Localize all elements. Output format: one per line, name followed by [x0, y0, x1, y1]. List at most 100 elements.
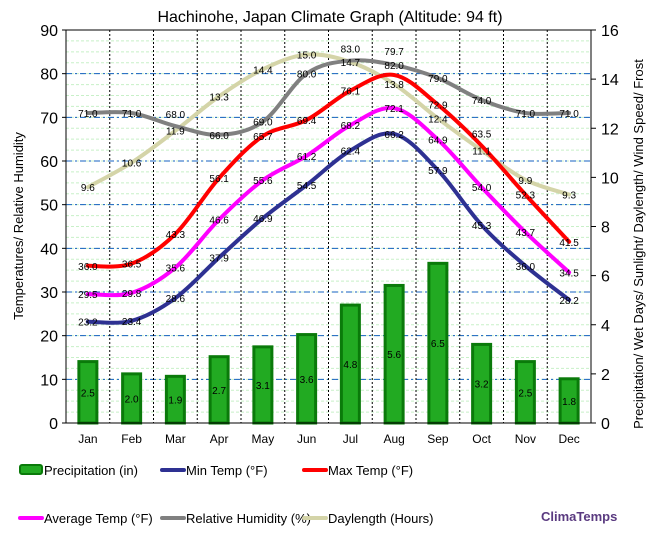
x-tick-label: Nov — [515, 432, 536, 446]
data-label: 36.0 — [516, 262, 536, 273]
left-tick-label: 40 — [40, 241, 58, 258]
series-line — [85, 58, 572, 137]
legend-label: Daylength (Hours) — [328, 511, 434, 526]
data-label: 11.1 — [472, 146, 491, 157]
right-tick-label: 4 — [601, 318, 610, 335]
x-tick-label: Dec — [558, 432, 579, 446]
data-label: 71.0 — [559, 109, 579, 120]
left-tick-label: 70 — [40, 110, 58, 127]
data-label: 54.5 — [297, 181, 317, 192]
data-label: 13.8 — [384, 80, 404, 91]
data-label: 82.0 — [384, 61, 404, 72]
data-label: 52.3 — [516, 191, 536, 202]
data-label: 57.9 — [428, 166, 448, 177]
data-label: 37.9 — [209, 254, 229, 265]
x-tick-label: Jul — [343, 432, 358, 446]
bar-label: 3.1 — [256, 381, 270, 392]
bar-label: 4.8 — [343, 360, 357, 371]
data-label: 71.0 — [78, 109, 98, 120]
data-label: 11.9 — [166, 127, 185, 138]
data-label: 46.6 — [209, 216, 229, 227]
data-label: 35.6 — [166, 264, 186, 275]
x-tick-label: Mar — [165, 432, 186, 446]
data-label: 64.9 — [428, 136, 448, 147]
bar-label: 3.6 — [300, 375, 314, 386]
data-label: 9.6 — [81, 183, 95, 194]
series-line — [85, 52, 572, 197]
left-tick-label: 30 — [40, 285, 58, 302]
data-label: 28.2 — [559, 296, 579, 307]
data-label: 62.4 — [341, 147, 361, 158]
data-label: 72.1 — [384, 104, 404, 115]
data-label: 29.5 — [78, 290, 98, 301]
x-tick-label: Oct — [472, 432, 491, 446]
data-label: 13.3 — [209, 92, 229, 103]
right-tick-label: 16 — [601, 23, 619, 40]
data-label: 79.0 — [428, 74, 448, 85]
data-label: 23.4 — [122, 317, 142, 328]
legend-label: Max Temp (°F) — [328, 463, 413, 478]
legend-label: Min Temp (°F) — [186, 463, 268, 478]
data-label: 54.0 — [472, 183, 492, 194]
bar-label: 3.2 — [475, 380, 489, 391]
left-tick-label: 0 — [49, 416, 58, 433]
brand-logo: ClimaTemps — [541, 509, 617, 524]
legend-label: Relative Humidity (%) — [186, 511, 311, 526]
right-tick-label: 8 — [601, 220, 610, 237]
right-tick-label: 14 — [601, 72, 619, 89]
data-label: 79.7 — [384, 47, 404, 58]
data-label: 41.5 — [559, 238, 579, 249]
x-tick-label: Feb — [121, 432, 142, 446]
data-label: 69.0 — [253, 118, 273, 129]
data-label: 80.0 — [297, 70, 317, 81]
data-label: 74.0 — [472, 96, 492, 107]
data-label: 83.0 — [341, 45, 361, 56]
data-label: 23.2 — [78, 318, 98, 329]
x-tick-label: Jun — [297, 432, 316, 446]
left-tick-label: 10 — [40, 372, 58, 389]
data-label: 65.7 — [253, 132, 273, 143]
data-label: 63.5 — [472, 130, 492, 141]
chart-title: Hachinohe, Japan Climate Graph (Altitude… — [157, 9, 502, 26]
data-label: 72.9 — [428, 101, 448, 112]
data-label: 36.0 — [78, 262, 98, 273]
bar-label: 1.8 — [562, 397, 576, 408]
bar-label: 6.5 — [431, 339, 445, 350]
series-line — [85, 131, 572, 325]
x-tick-label: Apr — [210, 432, 229, 446]
data-label: 71.0 — [122, 109, 142, 120]
data-label: 45.3 — [472, 221, 492, 232]
x-tick-label: Sep — [427, 432, 449, 446]
legend-label: Average Temp (°F) — [44, 511, 153, 526]
left-axis-label: Temperatures/ Relative Humidity — [11, 132, 26, 320]
data-label: 68.0 — [166, 110, 186, 121]
data-label: 34.5 — [559, 268, 579, 279]
right-axis-label: Precipitation/ Wet Days/ Sunlight/ Dayle… — [631, 59, 646, 429]
right-tick-label: 12 — [601, 121, 619, 138]
series-line — [85, 72, 572, 269]
left-tick-label: 20 — [40, 329, 58, 346]
x-tick-label: May — [252, 432, 275, 446]
left-tick-label: 50 — [40, 198, 58, 215]
series-line — [85, 105, 572, 298]
data-label: 66.0 — [209, 131, 229, 142]
right-tick-label: 10 — [601, 170, 619, 187]
legend-label: Precipitation (in) — [44, 463, 138, 478]
right-tick-label: 0 — [601, 416, 610, 433]
data-label: 9.3 — [562, 191, 576, 202]
left-tick-label: 60 — [40, 154, 58, 171]
bar-label: 2.7 — [212, 386, 226, 397]
left-tick-label: 90 — [40, 23, 58, 40]
data-label: 43.7 — [516, 228, 536, 239]
data-label: 15.0 — [297, 51, 317, 62]
x-tick-label: Aug — [383, 432, 404, 446]
data-label: 55.6 — [253, 176, 273, 187]
bar-label: 1.9 — [168, 396, 182, 407]
data-label: 28.6 — [166, 294, 186, 305]
data-label: 14.4 — [253, 65, 273, 76]
data-label: 14.7 — [341, 58, 361, 69]
data-label: 69.4 — [297, 116, 317, 127]
bar-label: 2.5 — [518, 388, 532, 399]
data-label: 43.3 — [166, 230, 186, 241]
